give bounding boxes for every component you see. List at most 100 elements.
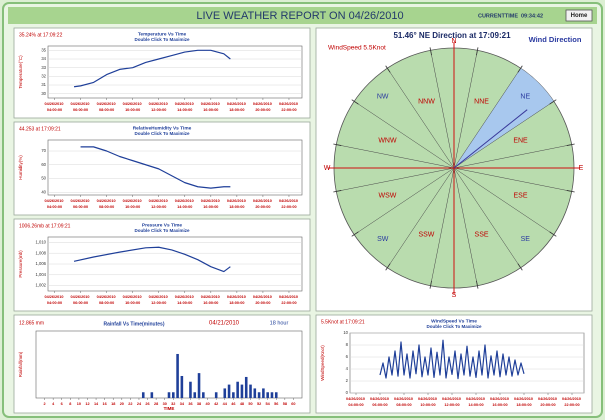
rim-tick: [476, 47, 479, 56]
sector-boundary: [453, 50, 478, 169]
chart-title: WindSpeed Vs Time: [431, 318, 477, 324]
bar: [262, 388, 265, 398]
y-tick-label: 4: [346, 366, 349, 371]
plot-area: [35, 330, 303, 399]
rim-tick: [351, 231, 359, 237]
y-tick-label: 10: [343, 330, 348, 335]
x-tick-label: 04/26/2010 18:00:00: [227, 102, 247, 112]
x-tick-label: 46: [231, 402, 235, 406]
x-tick-label: 04/26/2010 06:00:00: [370, 397, 390, 407]
sector-boundary: [336, 144, 455, 169]
bar: [202, 392, 205, 398]
bar: [189, 381, 192, 398]
direction-label: W: [324, 165, 331, 172]
bar: [193, 392, 197, 398]
x-tick-label: 04/26/2010 08:00:00: [97, 295, 117, 305]
x-tick-label: 36: [188, 402, 192, 406]
current-reading: 12.865 mm: [19, 320, 44, 326]
bar: [249, 384, 252, 398]
chart-date: 04/21/2010: [209, 321, 240, 327]
y-tick-label: 8: [346, 342, 349, 347]
bar: [223, 388, 227, 398]
bar: [172, 392, 175, 398]
direction-label: WSW: [379, 192, 397, 199]
rim-tick: [476, 280, 479, 289]
rim-tick: [566, 143, 575, 146]
home-button-label[interactable]: Home: [571, 13, 588, 19]
current-time-label: CURRENTTIME: [478, 13, 518, 19]
x-tick-label: 42: [214, 402, 218, 406]
x-tick-label: 04/26/2010 04:00:00: [44, 102, 64, 112]
direction-label: SSE: [475, 231, 489, 238]
rim-tick: [351, 99, 359, 105]
chart-subtitle: Double Click To Maximize: [135, 228, 190, 233]
sector-boundary: [453, 167, 521, 268]
y-tick-label: 6: [346, 354, 349, 359]
y-tick-label: 2: [346, 378, 349, 383]
x-tick-label: 04/26/2010 10:00:00: [418, 397, 438, 407]
x-tick-label: 38: [197, 402, 201, 406]
y-tick-label: 50: [41, 176, 46, 181]
x-tick-label: 6: [61, 402, 63, 406]
x-tick-label: 04/26/2010 06:00:00: [71, 199, 91, 209]
x-tick-label: 04/26/2010 14:00:00: [466, 397, 486, 407]
bar: [141, 392, 145, 398]
x-tick-label: 04/26/2010 16:00:00: [490, 397, 510, 407]
rim-tick: [517, 65, 523, 73]
x-tick-label: 04/26/2010 16:00:00: [201, 295, 221, 305]
rim-tick: [385, 65, 391, 73]
x-tick-label: 8: [69, 402, 71, 406]
sector-boundary: [453, 167, 554, 235]
rim-tick: [517, 263, 523, 271]
bar: [214, 392, 218, 398]
y-axis-label: Pressure(mb): [18, 250, 23, 278]
y-tick-label: 70: [41, 148, 46, 153]
x-tick-label: 04/26/2010 18:00:00: [514, 397, 534, 407]
direction-label: ENE: [513, 137, 528, 144]
x-tick-label: 04/26/2010 04:00:00: [44, 295, 64, 305]
data-line: [73, 49, 231, 88]
y-tick-label: 1,010: [36, 240, 47, 245]
x-tick-label: 04/26/2010 04:00:00: [44, 199, 64, 209]
sector-boundary: [453, 167, 478, 286]
x-tick-label: 58: [283, 402, 287, 406]
x-tick-label: 48: [240, 402, 244, 406]
bar: [257, 392, 261, 398]
current-reading: 1006.26mb at 17:09:21: [19, 223, 71, 229]
chart-subtitle: Double Click To Maximize: [135, 131, 190, 136]
direction-label: NNW: [418, 98, 435, 105]
x-tick-label: 4: [52, 402, 55, 406]
x-tick-label: 04/26/2010 04:00:00: [346, 397, 366, 407]
x-tick-label: 28: [154, 402, 158, 406]
rim-tick: [429, 47, 432, 56]
x-tick-label: 56: [274, 402, 278, 406]
plot-area: [47, 139, 303, 196]
bar: [244, 376, 248, 398]
rim-tick: [429, 280, 432, 289]
x-tick-label: 04/26/2010 20:00:00: [253, 199, 273, 209]
x-tick-label: 04/26/2010 14:00:00: [175, 102, 195, 112]
direction-label: SW: [377, 236, 389, 243]
y-tick-label: 32: [41, 73, 46, 78]
y-tick-label: 60: [41, 162, 46, 167]
x-tick-label: 10: [77, 402, 81, 406]
data-line: [80, 146, 231, 189]
x-tick-label: 04/26/2010 22:00:00: [279, 102, 299, 112]
wind-direction-heading: 51.46° NE Direction at 17:09:21: [393, 31, 511, 40]
x-tick-label: 40: [205, 402, 209, 406]
x-tick-label: 04/26/2010 20:00:00: [253, 295, 273, 305]
home-button[interactable]: [565, 9, 593, 22]
x-tick-label: 26: [145, 402, 149, 406]
x-tick-label: 04/26/2010 10:00:00: [123, 199, 143, 209]
x-tick-label: 04/26/2010 22:00:00: [562, 397, 582, 407]
x-tick-label: 54: [266, 402, 271, 406]
sector-boundary: [430, 50, 455, 169]
bar: [167, 392, 171, 398]
y-tick-label: 1,008: [36, 250, 47, 255]
rim-tick: [566, 190, 575, 193]
x-tick-label: 04/26/2010 06:00:00: [71, 295, 91, 305]
x-tick-label: 50: [248, 402, 252, 406]
y-tick-label: 1,006: [36, 261, 47, 266]
x-tick-label: 22: [128, 402, 132, 406]
wind-speed-text: WindSpeed 5.5Knot: [328, 45, 386, 52]
